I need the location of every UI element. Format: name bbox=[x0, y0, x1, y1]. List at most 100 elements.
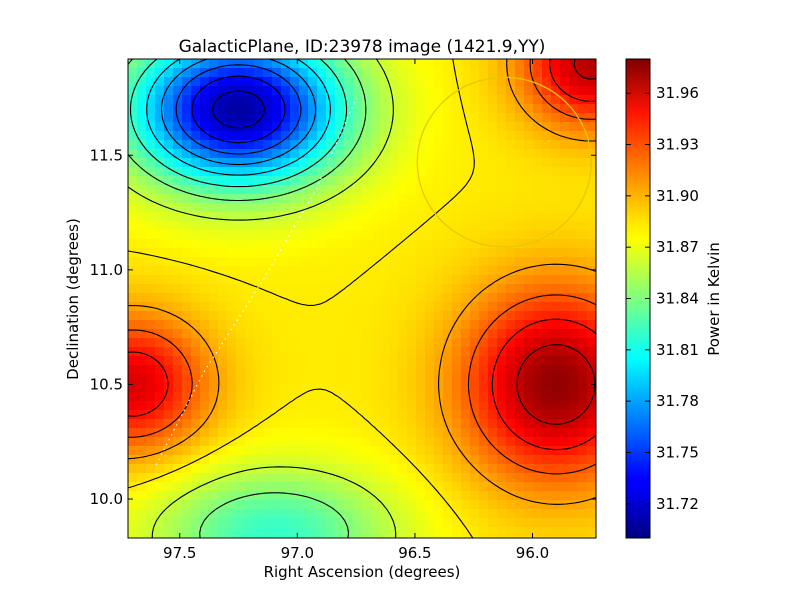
heatmap-cell bbox=[290, 455, 300, 465]
heatmap-cell bbox=[344, 374, 354, 384]
heatmap-cell bbox=[551, 113, 561, 123]
heatmap-cell bbox=[479, 311, 489, 321]
heatmap-cell bbox=[317, 356, 327, 366]
heatmap-cell bbox=[335, 446, 345, 456]
heatmap-cell bbox=[569, 536, 579, 538]
heatmap-cell bbox=[524, 212, 534, 222]
heatmap-cell bbox=[434, 185, 444, 195]
heatmap-cell bbox=[299, 401, 309, 411]
heatmap-cell bbox=[542, 419, 552, 429]
heatmap-cell bbox=[155, 95, 165, 105]
heatmap-cell bbox=[182, 509, 192, 519]
heatmap-cell bbox=[209, 500, 219, 510]
heatmap-cell bbox=[389, 86, 399, 96]
heatmap-cell bbox=[443, 356, 453, 366]
heatmap-cell bbox=[272, 284, 282, 294]
heatmap-cell bbox=[578, 149, 588, 159]
heatmap-cell bbox=[335, 68, 345, 78]
heatmap-cell bbox=[353, 446, 363, 456]
heatmap-cell bbox=[389, 212, 399, 222]
heatmap-cell bbox=[191, 509, 201, 519]
heatmap-cell bbox=[434, 221, 444, 231]
heatmap-cell bbox=[452, 140, 462, 150]
heatmap-cell bbox=[344, 410, 354, 420]
heatmap-cell bbox=[578, 536, 588, 538]
heatmap-cell bbox=[191, 500, 201, 510]
heatmap-cell bbox=[461, 473, 471, 483]
heatmap-cell bbox=[362, 275, 372, 285]
heatmap-cell bbox=[353, 68, 363, 78]
heatmap-cell bbox=[488, 167, 498, 177]
heatmap-cell bbox=[290, 248, 300, 258]
heatmap-cell bbox=[380, 176, 390, 186]
heatmap-cell bbox=[371, 293, 381, 303]
heatmap-cell bbox=[227, 131, 237, 141]
heatmap-cell bbox=[146, 392, 156, 402]
heatmap-cell bbox=[542, 374, 552, 384]
heatmap-cell bbox=[461, 248, 471, 258]
heatmap-cell bbox=[497, 59, 507, 69]
heatmap-cell bbox=[299, 311, 309, 321]
heatmap-cell bbox=[236, 194, 246, 204]
heatmap-cell bbox=[569, 428, 579, 438]
heatmap-cell bbox=[344, 428, 354, 438]
heatmap-cell bbox=[281, 410, 291, 420]
heatmap-cell bbox=[452, 230, 462, 240]
heatmap-cell bbox=[227, 437, 237, 447]
heatmap-cell bbox=[515, 293, 525, 303]
heatmap-cell bbox=[398, 230, 408, 240]
heatmap-cell bbox=[191, 482, 201, 492]
heatmap-cell bbox=[317, 284, 327, 294]
heatmap-cell bbox=[434, 356, 444, 366]
heatmap-cell bbox=[308, 500, 318, 510]
heatmap-cell bbox=[344, 68, 354, 78]
heatmap-cell bbox=[191, 491, 201, 501]
heatmap-cell bbox=[416, 536, 426, 538]
heatmap-cell bbox=[470, 158, 480, 168]
heatmap-cell bbox=[371, 194, 381, 204]
heatmap-cell bbox=[236, 464, 246, 474]
heatmap-cell bbox=[200, 527, 210, 537]
heatmap-cell bbox=[371, 356, 381, 366]
heatmap-cell bbox=[263, 203, 273, 213]
heatmap-cell bbox=[551, 203, 561, 213]
heatmap-cell bbox=[299, 104, 309, 114]
heatmap-cell bbox=[425, 392, 435, 402]
heatmap-cell bbox=[317, 293, 327, 303]
heatmap-cell bbox=[236, 536, 246, 538]
heatmap-cell bbox=[497, 356, 507, 366]
heatmap-cell bbox=[560, 509, 570, 519]
heatmap-cell bbox=[497, 518, 507, 528]
heatmap-cell bbox=[452, 446, 462, 456]
heatmap-cell bbox=[506, 464, 516, 474]
heatmap-cell bbox=[254, 293, 264, 303]
heatmap-cell bbox=[344, 347, 354, 357]
heatmap-cell bbox=[137, 149, 147, 159]
heatmap-cell bbox=[578, 329, 588, 339]
contour-line bbox=[128, 59, 367, 538]
heatmap-cell bbox=[164, 437, 174, 447]
heatmap-cell bbox=[470, 86, 480, 96]
heatmap-cell bbox=[218, 482, 228, 492]
heatmap-cell bbox=[308, 185, 318, 195]
heatmap-cell bbox=[344, 239, 354, 249]
heatmap-cell bbox=[416, 68, 426, 78]
heatmap-cell bbox=[173, 221, 183, 231]
heatmap-cell bbox=[353, 455, 363, 465]
heatmap-cell bbox=[470, 482, 480, 492]
heatmap-cell bbox=[209, 113, 219, 123]
heatmap-cell bbox=[479, 482, 489, 492]
heatmap-cell bbox=[506, 338, 516, 348]
heatmap-cell bbox=[407, 482, 417, 492]
heatmap-cell bbox=[407, 437, 417, 447]
heatmap-cell bbox=[533, 266, 543, 276]
heatmap-cell bbox=[578, 473, 588, 483]
heatmap-cell bbox=[200, 86, 210, 96]
heatmap-cell bbox=[272, 257, 282, 267]
heatmap-cell bbox=[272, 95, 282, 105]
heatmap-cell bbox=[281, 464, 291, 474]
heatmap-cell bbox=[533, 212, 543, 222]
heatmap-cell bbox=[227, 491, 237, 501]
heatmap-cell bbox=[227, 140, 237, 150]
heatmap-cell bbox=[173, 509, 183, 519]
